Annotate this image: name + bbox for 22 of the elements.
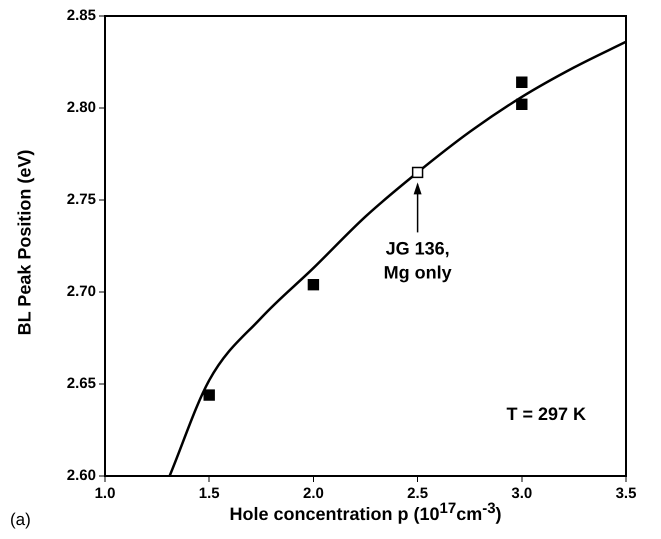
annotation: JG 136, Mg only — [384, 238, 452, 282]
point — [412, 166, 424, 178]
y-tick-label: 2.80 — [66, 99, 96, 116]
x-axis-title: Hole concentration p (10$^{17}$cm$^{-3}$) — [229, 500, 502, 524]
text: (a) — [10, 510, 31, 530]
y-tick-label: 2.75 — [66, 191, 96, 208]
x-tick-label: 3.5 — [616, 485, 636, 502]
y-tick-label: 2.70 — [66, 283, 96, 300]
point — [308, 278, 320, 290]
point — [516, 76, 528, 88]
point — [204, 389, 215, 401]
x-tick-label: 1.0 — [94, 485, 116, 502]
y-tick-label: 2.60 — [66, 467, 96, 484]
x-tick-label: 2.0 — [302, 485, 324, 502]
y-tick-label: 2.85 — [66, 7, 96, 24]
y-tick-label: 2.65 — [66, 375, 96, 392]
x-tick-label: 2.5 — [407, 485, 428, 502]
x-tick-label: 1.5 — [198, 485, 220, 502]
y-axis-title: BL Peak Position (eV) — [14, 148, 36, 338]
x-tick-label: 3.0 — [511, 485, 532, 502]
point — [516, 98, 528, 110]
annotation: T = 297 K — [506, 404, 586, 424]
